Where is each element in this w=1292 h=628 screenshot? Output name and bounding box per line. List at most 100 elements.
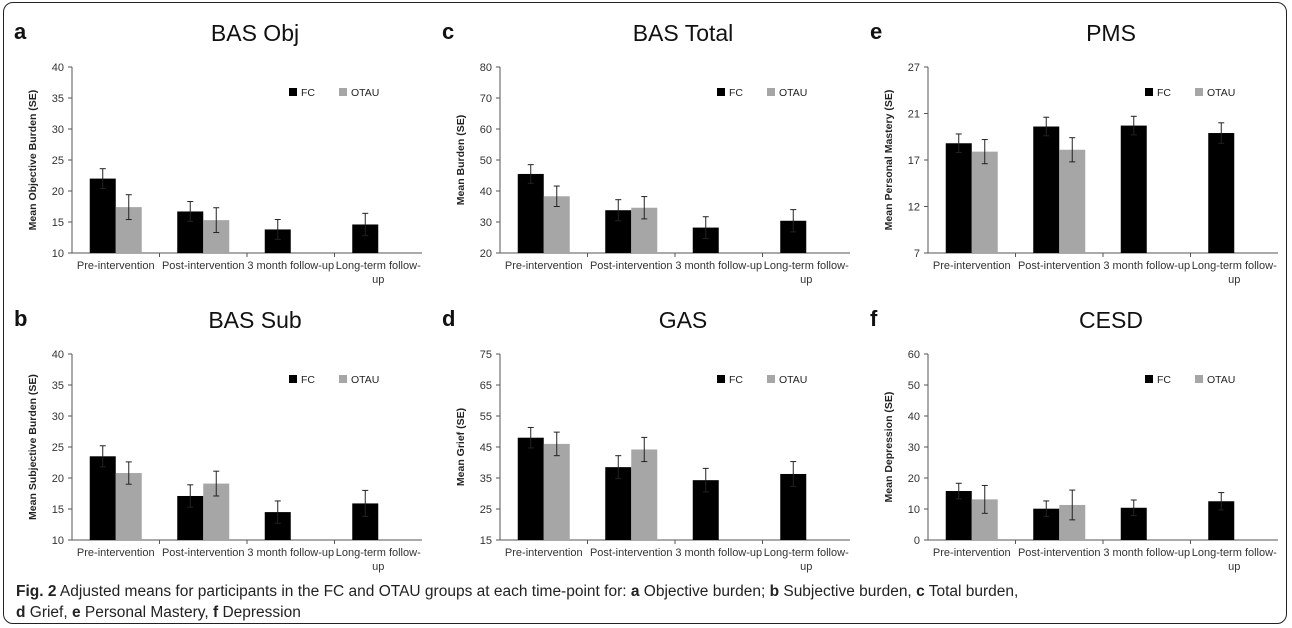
- x-tick-label-wrap: up: [372, 561, 384, 573]
- y-axis-label-c: Mean Burden (SE): [455, 115, 467, 205]
- caption-letter-e: e: [71, 604, 81, 621]
- x-tick-label: Post-intervention: [162, 260, 245, 272]
- y-tick-label: 25: [52, 442, 64, 454]
- y-axis-label-f: Mean Depression (SE): [883, 392, 895, 503]
- caption-text-b: Subjective burden,: [779, 583, 917, 600]
- legend-swatch-fc: [289, 88, 297, 96]
- y-tick-label: 15: [52, 504, 64, 516]
- panel-d: d GAS 15 25 35 45 55 65 75 Mean Grief (SE) Pre-int…: [442, 306, 850, 573]
- y-tick-label: 35: [480, 473, 492, 485]
- bar-fc: [1033, 126, 1060, 253]
- chart-title-b: BAS Sub: [208, 307, 301, 333]
- legend-swatch-otau: [767, 375, 775, 383]
- y-tick-label: 30: [52, 124, 64, 136]
- x-tick-label: Post-intervention: [590, 547, 673, 559]
- y-tick-label: 0: [914, 535, 920, 547]
- caption-text-e: Personal Mastery,: [80, 604, 213, 621]
- panel-letter-d: d: [442, 306, 455, 331]
- caption-letter-f: f: [212, 604, 219, 621]
- bar-fc: [605, 467, 632, 540]
- bar-fc: [1208, 133, 1235, 253]
- x-tick-label: Pre-intervention: [933, 547, 1011, 559]
- panel-letter-e: e: [870, 19, 882, 44]
- bar-otau: [543, 443, 570, 540]
- y-tick-label: 55: [480, 411, 492, 423]
- x-tick-label: Post-intervention: [1018, 260, 1101, 272]
- legend-label-fc: FC: [301, 87, 315, 99]
- bar-fc: [1120, 125, 1147, 253]
- legend-swatch-fc: [1145, 375, 1153, 383]
- x-tick-label: Long-term follow-: [336, 547, 421, 559]
- caption-letter-b: b: [769, 583, 780, 600]
- caption-label: Fig. 2: [16, 583, 57, 600]
- x-tick-label: Post-intervention: [1018, 547, 1101, 559]
- bar-fc: [945, 143, 972, 253]
- x-tick-label-wrap: up: [1228, 561, 1240, 573]
- y-tick-label: 30: [908, 442, 920, 454]
- x-tick-label: 3 month follow-up: [247, 547, 334, 559]
- caption-text-a: Objective burden;: [639, 583, 770, 600]
- panel-letter-c: c: [442, 19, 454, 44]
- caption-letter-a: a: [630, 583, 640, 600]
- y-tick-label: 60: [908, 349, 920, 361]
- y-tick-label: 20: [480, 248, 492, 260]
- y-axis-label-d: Mean Grief (SE): [455, 408, 467, 486]
- legend-swatch-fc: [289, 375, 297, 383]
- legend-label-fc: FC: [1157, 374, 1171, 386]
- x-tick-label: 3 month follow-up: [1103, 260, 1190, 272]
- y-tick-label: 60: [480, 124, 492, 136]
- x-tick-label: Pre-intervention: [505, 260, 583, 272]
- y-tick-label: 80: [480, 62, 492, 74]
- panel-letter-f: f: [870, 306, 878, 331]
- x-tick-label: Post-intervention: [162, 547, 245, 559]
- y-tick-label: 15: [52, 217, 64, 229]
- y-tick-label: 40: [52, 349, 64, 361]
- y-tick-label: 50: [480, 155, 492, 167]
- legend-swatch-otau: [1195, 375, 1203, 383]
- legend-label-fc: FC: [1157, 87, 1171, 99]
- y-tick-label: 30: [52, 411, 64, 423]
- panel-b: b BAS Sub 10 15 20 25 30 35 40 Mean Subjective Bu…: [14, 306, 422, 573]
- x-tick-label: Pre-intervention: [505, 547, 583, 559]
- panel-letter-a: a: [14, 19, 27, 44]
- legend-swatch-fc: [1145, 88, 1153, 96]
- y-tick-label: 75: [480, 349, 492, 361]
- panel-a: a BAS Obj 10 15 20 25 30 35 40 Mean Objective Bur…: [14, 19, 422, 286]
- y-axis-label-e: Mean Personal Mastery (SE): [883, 90, 895, 231]
- legend-label-fc: FC: [729, 87, 743, 99]
- legend-label-fc: FC: [729, 374, 743, 386]
- caption-text: Adjusted means for participants in the F…: [56, 583, 631, 600]
- legend-swatch-otau: [767, 88, 775, 96]
- legend-swatch-fc: [717, 88, 725, 96]
- x-tick-label: Post-intervention: [590, 260, 673, 272]
- y-tick-label: 30: [480, 217, 492, 229]
- y-tick-label: 35: [52, 93, 64, 105]
- y-tick-label: 40: [480, 186, 492, 198]
- y-tick-label: 7: [914, 248, 920, 260]
- legend-label-otau: OTAU: [1207, 87, 1235, 99]
- y-tick-label: 10: [52, 248, 64, 260]
- legend-label-otau: OTAU: [1207, 374, 1235, 386]
- y-tick-label: 40: [52, 62, 64, 74]
- x-tick-label: Pre-intervention: [77, 547, 155, 559]
- x-tick-label-wrap: up: [1228, 274, 1240, 286]
- bar-fc: [89, 456, 116, 540]
- chart-title-c: BAS Total: [633, 20, 734, 46]
- y-tick-label: 20: [52, 186, 64, 198]
- x-tick-label: 3 month follow-up: [1103, 547, 1190, 559]
- x-tick-label: Pre-intervention: [77, 260, 155, 272]
- x-tick-label: Long-term follow-: [336, 260, 421, 272]
- y-tick-label: 35: [52, 380, 64, 392]
- chart-grid: a BAS Obj 10 15 20 25 30 35 40 Mean Objective Bur…: [14, 19, 1278, 573]
- x-tick-label-wrap: up: [800, 274, 812, 286]
- y-tick-label: 10: [52, 535, 64, 547]
- y-tick-label: 20: [52, 473, 64, 485]
- legend-label-otau: OTAU: [779, 87, 807, 99]
- caption-letter-c: c: [916, 583, 925, 600]
- legend-swatch-otau: [339, 88, 347, 96]
- x-tick-label-wrap: up: [372, 274, 384, 286]
- legend-swatch-otau: [339, 375, 347, 383]
- legend-swatch-otau: [1195, 88, 1203, 96]
- x-tick-label: 3 month follow-up: [675, 260, 762, 272]
- x-tick-label: 3 month follow-up: [247, 260, 334, 272]
